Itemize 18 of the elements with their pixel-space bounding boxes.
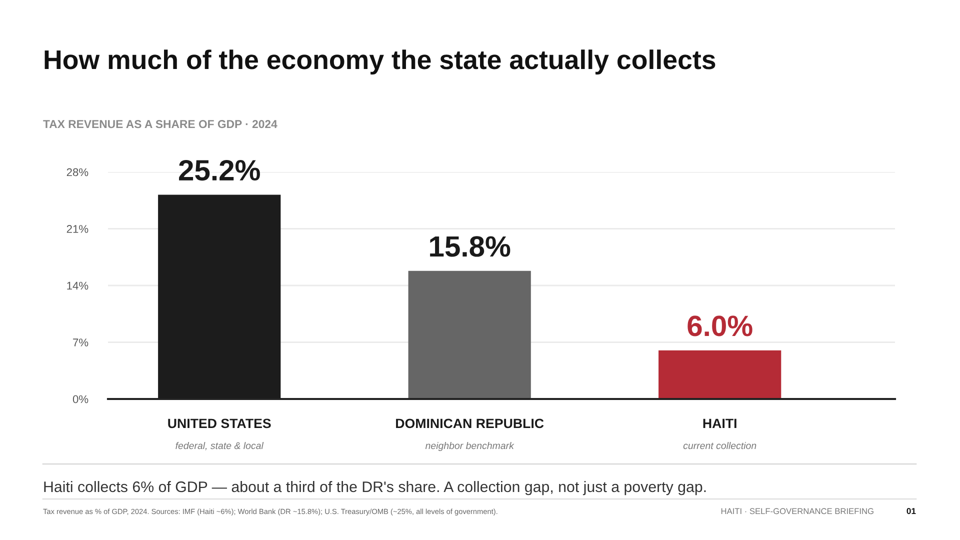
x-tick-label: HAITI current collection [683,418,756,450]
y-tick-label: 28% [66,168,88,176]
data-label: 25.2% [179,160,260,181]
x-tick-label: UNITED STATES federal, state & local [168,418,271,450]
x-tick-label: DOMINICAN REPUBLIC neighbor benchmark [396,418,544,452]
data-label: 6.0% [688,316,752,336]
text: HAITI · SELF-GOVERNANCE BRIEFING [721,508,874,514]
text: Haiti collects 6% of GDP — about a third of the DR's share. A collection gap, not just a poverty gap. [44,481,706,496]
bar [408,270,531,399]
y-tick-label: 0% [72,395,88,404]
text: 01 [906,508,916,514]
y-tick-label: 7% [73,338,88,346]
data-label: 15.8% [430,236,510,257]
chart-title: How much of the economy the state actually collects [44,50,716,75]
y-tick-label: 14% [67,282,88,290]
bar [658,350,782,399]
chart-subtitle: TAX REVENUE AS A SHARE OF GDP · 2024 [43,120,278,128]
y-tick-label: 21% [66,225,88,233]
